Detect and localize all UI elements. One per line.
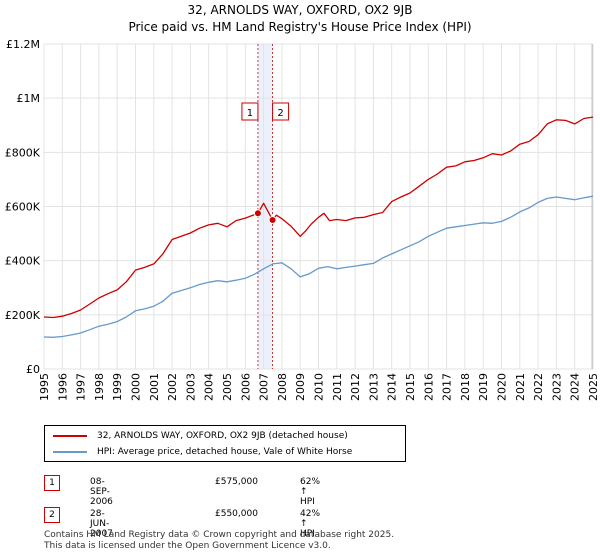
legend-label-property: 32, ARNOLDS WAY, OXFORD, OX2 9JB (detach…	[97, 431, 348, 441]
x-tick-label: 2008	[276, 373, 289, 401]
sale-marker-label: 1	[247, 108, 253, 119]
x-tick-label: 1997	[75, 373, 88, 401]
legend-swatch-hpi	[53, 451, 87, 453]
x-tick-label: 2010	[313, 373, 326, 401]
x-tick-label: 1999	[111, 373, 124, 401]
x-tick-label: 2004	[203, 373, 216, 401]
sale-point	[253, 209, 262, 218]
y-tick-label: £0	[26, 363, 40, 376]
x-tick-label: 2002	[166, 373, 179, 401]
x-tick-label: 2017	[441, 373, 454, 401]
legend-swatch-property	[53, 435, 87, 437]
x-tick-label: 2021	[514, 373, 527, 401]
y-tick-label: £400K	[5, 255, 41, 268]
sale-marker-label: 2	[277, 108, 283, 119]
transaction-hpi-change: 42% ↑ HPI	[300, 509, 321, 539]
x-tick-label: 2019	[477, 373, 490, 401]
transaction-price: £575,000	[215, 477, 258, 487]
x-tick-label: 2006	[239, 373, 252, 401]
transaction-hpi-change: 62% ↑ HPI	[300, 477, 321, 507]
footer-attribution: Contains HM Land Registry data © Crown c…	[44, 530, 394, 552]
x-tick-label: 2023	[550, 373, 563, 401]
x-tick-label: 1996	[56, 373, 69, 401]
x-tick-label: 2003	[184, 373, 197, 401]
sale-marker-box	[272, 102, 290, 121]
transaction-price: £550,000	[215, 509, 258, 519]
transaction-date: 28-JUN-2007	[90, 509, 113, 539]
chart-subtitle: Price paid vs. HM Land Registry's House …	[128, 20, 472, 34]
x-tick-label: 2005	[221, 373, 234, 401]
x-tick-label: 1998	[93, 373, 106, 401]
y-tick-label: £1M	[17, 92, 41, 105]
footer-line-copyright: Contains HM Land Registry data © Crown c…	[44, 530, 395, 540]
footer-line-licence: This data is licensed under the Open Gov…	[44, 541, 331, 551]
x-tick-label: 2025	[587, 373, 600, 401]
x-tick-label: 2013	[367, 373, 380, 401]
hpi-line	[43, 195, 594, 338]
x-tick-label: 2001	[148, 373, 161, 401]
y-tick-label: £200K	[5, 309, 41, 322]
y-tick-label: £800K	[5, 146, 41, 159]
x-tick-label: 1995	[38, 373, 51, 401]
x-tick-label: 2015	[404, 373, 417, 401]
x-tick-label: 2012	[349, 373, 362, 401]
y-tick-label: £600K	[5, 201, 41, 214]
price-chart: £0 £200K £400K £600K £800K £1M £1.2M 1995 1996 19…	[5, 38, 600, 401]
x-tick-label: 2011	[331, 373, 344, 401]
x-tick-label: 2009	[294, 373, 307, 401]
chart-title: 32, ARNOLDS WAY, OXFORD, OX2 9JB	[187, 3, 413, 17]
x-tick-label: 2024	[569, 373, 582, 401]
sale-marker-box	[241, 102, 259, 121]
x-tick-label: 2020	[496, 373, 509, 401]
x-tick-label: 2014	[386, 373, 399, 401]
transaction-number: 2	[44, 507, 60, 523]
y-tick-label: £1.2M	[6, 38, 40, 51]
legend-label-hpi: HPI: Average price, detached house, Vale…	[97, 447, 353, 457]
x-tick-label: 2016	[422, 373, 435, 401]
x-tick-label: 2022	[532, 373, 545, 401]
property-price-line	[43, 116, 594, 319]
x-tick-label: 2007	[258, 373, 271, 401]
x-tick-label: 2000	[130, 373, 143, 401]
x-tick-label: 2018	[459, 373, 472, 401]
transaction-date: 08-SEP-2006	[90, 477, 113, 507]
sale-point	[268, 216, 277, 225]
chart-legend: 32, ARNOLDS WAY, OXFORD, OX2 9JB (detach…	[44, 425, 406, 462]
transaction-number: 1	[44, 475, 60, 491]
